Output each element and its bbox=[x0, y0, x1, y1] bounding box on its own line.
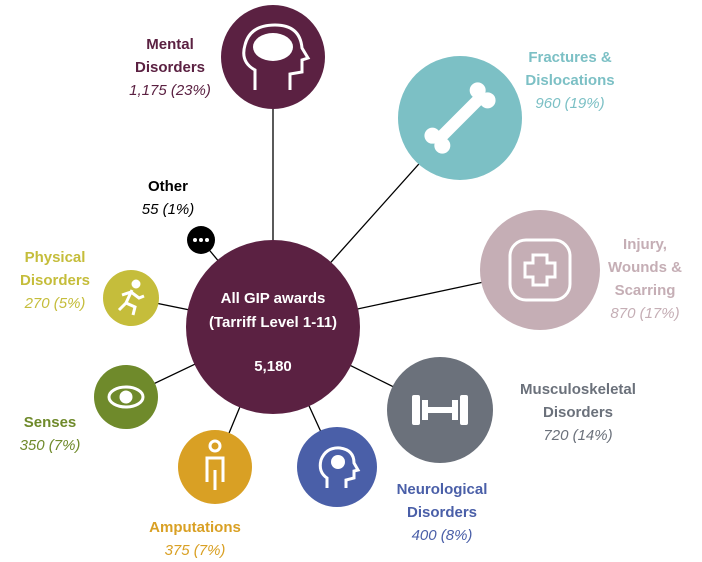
node-label: Disorders bbox=[135, 59, 205, 76]
dumbbell-icon bbox=[412, 395, 468, 425]
node-label: Disorders bbox=[407, 504, 477, 521]
neuro-icon bbox=[318, 446, 361, 488]
cross-icon bbox=[523, 253, 557, 287]
node-label: Physical bbox=[25, 249, 86, 266]
node-label: Wounds & bbox=[608, 259, 682, 276]
node-label: Scarring bbox=[615, 282, 676, 299]
node-value: 1,175 (23%) bbox=[129, 82, 211, 99]
node-label: Dislocations bbox=[525, 72, 614, 89]
eye-icon bbox=[107, 385, 145, 409]
center-title: All GIP awards bbox=[221, 290, 326, 307]
center-total: 5,180 bbox=[254, 358, 292, 375]
amputation-icon bbox=[208, 439, 222, 453]
bone-icon bbox=[424, 82, 496, 154]
node-label: Senses bbox=[24, 414, 77, 431]
center-subtitle: (Tarriff Level 1-11) bbox=[209, 314, 337, 331]
node-label: Injury, bbox=[623, 236, 667, 253]
node-circle bbox=[480, 210, 600, 330]
node-label: Fractures & bbox=[528, 49, 612, 66]
node-label: Neurological bbox=[397, 481, 488, 498]
cross-frame bbox=[508, 238, 572, 302]
node-value: 870 (17%) bbox=[610, 305, 679, 322]
node-label: Other bbox=[148, 178, 188, 195]
node-label: Disorders bbox=[20, 272, 90, 289]
node-value: 55 (1%) bbox=[142, 201, 195, 218]
node-label: Disorders bbox=[543, 404, 613, 421]
node-value: 350 (7%) bbox=[20, 437, 81, 454]
node-circle bbox=[103, 270, 159, 326]
center-circle bbox=[186, 240, 360, 414]
node-value: 375 (7%) bbox=[165, 542, 226, 559]
runner-icon bbox=[131, 279, 141, 289]
amputation-body bbox=[205, 456, 225, 490]
icons bbox=[107, 23, 572, 490]
node-label: Amputations bbox=[149, 519, 241, 536]
head-icon bbox=[242, 23, 311, 90]
eye-pupil bbox=[119, 390, 133, 404]
node-circle bbox=[178, 430, 252, 504]
node-value: 270 (5%) bbox=[24, 295, 86, 312]
dots-icon bbox=[193, 238, 209, 242]
node-value: 960 (19%) bbox=[535, 95, 604, 112]
node-label: Musculoskeletal bbox=[520, 381, 636, 398]
brain-icon bbox=[253, 33, 293, 61]
node-value: 400 (8%) bbox=[412, 527, 473, 544]
runner-body bbox=[117, 289, 145, 316]
node-label: Mental bbox=[146, 36, 194, 53]
node-value: 720 (14%) bbox=[543, 427, 612, 444]
